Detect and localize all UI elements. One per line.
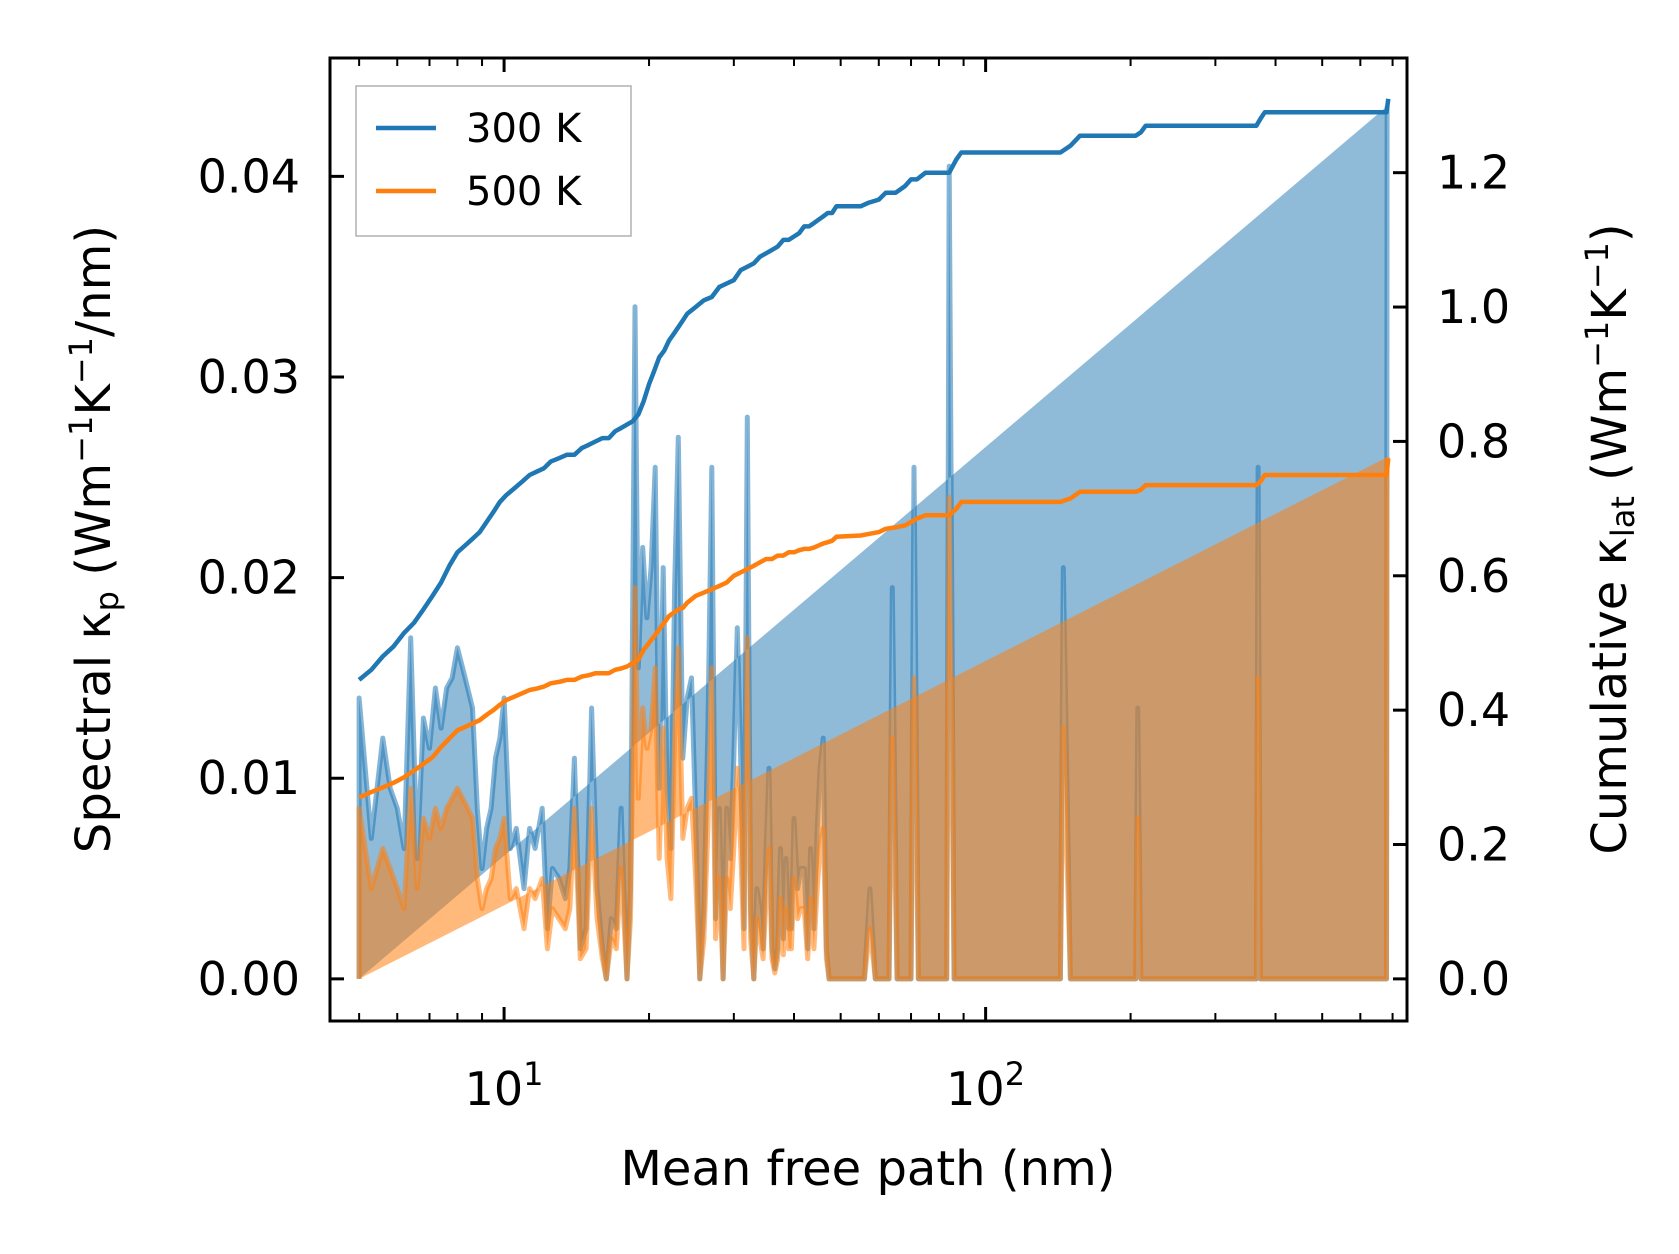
labels-layer: 101 102 0.00 0.01 0.02 0.03 0.04 0.0 0.2 0.4 0.6 0.… — [198, 146, 1511, 1116]
y-left-tick-label: 0.03 — [198, 350, 300, 404]
y-right-tick-label: 0.4 — [1437, 683, 1510, 737]
cumulative-line-300k — [357, 98, 1391, 682]
plot-area — [356, 98, 1391, 982]
plot-frame — [328, 56, 1409, 1023]
x-axis-title: Mean free path (nm) — [621, 1141, 1116, 1197]
y-right-tick-label: 1.2 — [1437, 146, 1510, 200]
y-axis-right-title: Cumulative κlat (Wm−1K−1) — [1578, 223, 1642, 854]
legend-box — [355, 85, 632, 237]
ticks-layer — [330, 58, 1407, 1021]
spectral-area-500k — [356, 457, 1390, 982]
legend-label-500k: 500 K — [466, 169, 583, 215]
x-tick-label: 102 — [946, 1055, 1025, 1116]
x-tick-label: 101 — [465, 1055, 544, 1116]
cumulative-line-500k — [358, 457, 1391, 800]
y-right-tick-label: 0.0 — [1437, 952, 1510, 1006]
y-right-tick-label: 0.2 — [1437, 818, 1510, 872]
y-right-tick-label: 1.0 — [1437, 280, 1510, 334]
y-axis-left-title: Spectral κp (Wm−1K−1/nm) — [62, 225, 126, 853]
y-right-tick-label: 0.6 — [1437, 549, 1510, 603]
y-left-tick-label: 0.02 — [198, 551, 300, 605]
y-left-tick-label: 0.01 — [198, 751, 300, 805]
y-right-tick-label: 0.8 — [1437, 414, 1510, 468]
legend-label-300k: 300 K — [466, 106, 583, 152]
y-left-tick-label: 0.04 — [198, 149, 300, 203]
y-left-tick-label: 0.00 — [198, 952, 300, 1006]
legend: 300 K 500 K — [355, 85, 632, 237]
